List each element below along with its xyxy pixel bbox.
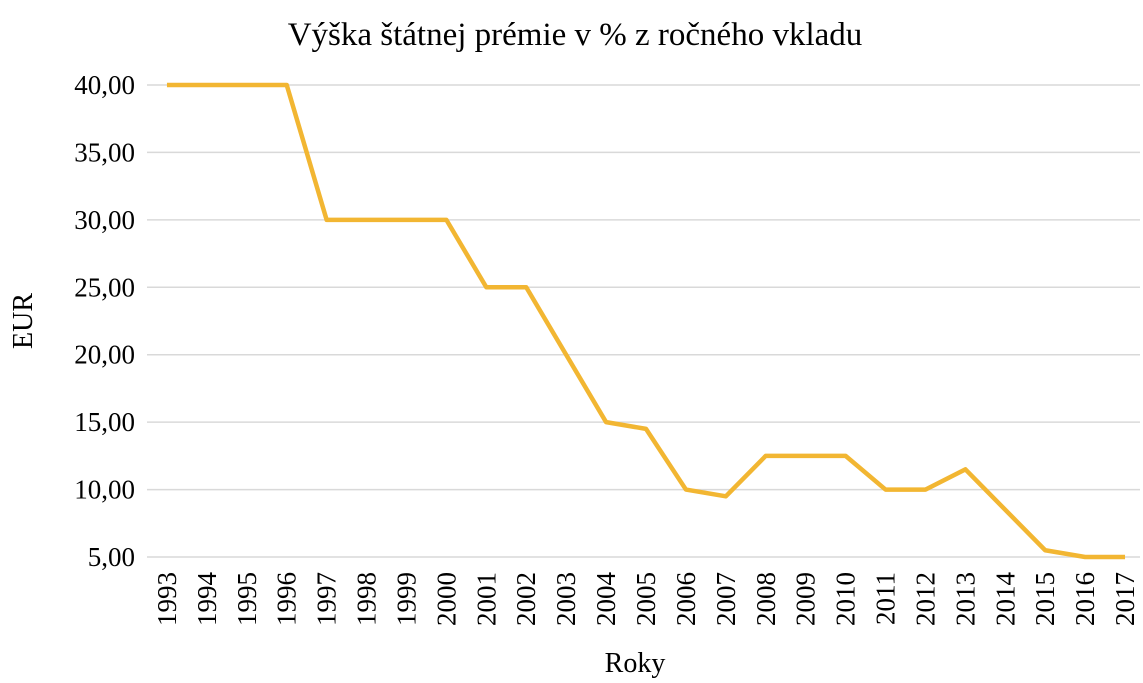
x-tick-label: 2016 <box>1070 572 1100 626</box>
x-tick-label: 2002 <box>511 572 541 626</box>
x-tick-label: 1999 <box>391 572 421 626</box>
x-tick-label: 2013 <box>950 572 980 626</box>
data-line <box>166 82 1126 560</box>
y-tick-label: 5,00 <box>88 542 135 572</box>
x-tick-label: 2004 <box>591 572 621 627</box>
x-tick-label: 2012 <box>910 572 940 626</box>
x-tick-label: 2001 <box>471 572 501 626</box>
x-tick-label: 2014 <box>990 572 1020 627</box>
x-tick-label: 2000 <box>431 572 461 626</box>
y-tick-label: 10,00 <box>74 475 135 505</box>
y-tick-label: 40,00 <box>74 70 135 100</box>
x-tick-label: 2005 <box>631 572 661 626</box>
x-tick-label: 2017 <box>1110 572 1140 626</box>
x-tick-label: 2009 <box>791 572 821 626</box>
x-tick-label: 1996 <box>272 572 302 626</box>
x-tick-label: 2006 <box>671 572 701 626</box>
x-tick-label: 2003 <box>551 572 581 626</box>
x-tick-label: 2011 <box>871 572 901 625</box>
x-tick-label: 1995 <box>232 572 262 626</box>
y-axis-title: EUR <box>8 293 39 349</box>
y-tick-label: 35,00 <box>74 137 135 167</box>
y-tick-label: 25,00 <box>74 272 135 302</box>
x-tick-label: 1994 <box>192 572 222 627</box>
x-tick-label: 2007 <box>711 572 741 626</box>
x-tick-label: 2008 <box>751 572 781 626</box>
x-tick-label: 2015 <box>1030 572 1060 626</box>
x-tick-label: 1998 <box>352 572 382 626</box>
y-tick-label: 30,00 <box>74 205 135 235</box>
x-tick-label: 2010 <box>831 572 861 626</box>
x-tick-label: 1993 <box>152 572 182 626</box>
x-tick-label: 1997 <box>312 572 342 626</box>
y-tick-label: 15,00 <box>74 407 135 437</box>
x-axis-title: Roky <box>605 648 666 679</box>
chart-title: Výška štátnej prémie v % z ročného vklad… <box>288 17 863 53</box>
y-tick-label: 20,00 <box>74 340 135 370</box>
